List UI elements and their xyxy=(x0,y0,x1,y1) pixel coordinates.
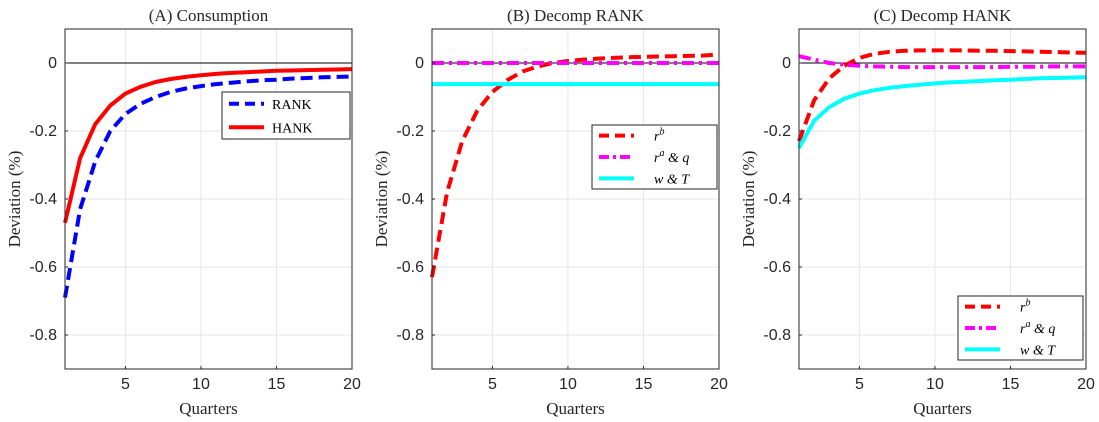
y-tick-label: -0.8 xyxy=(763,327,791,344)
series-line-2 xyxy=(798,54,1086,70)
legend-box xyxy=(221,91,351,140)
y-tick-label: -0.4 xyxy=(396,191,424,208)
y-tick-label: -0.6 xyxy=(396,259,424,276)
x-tick-label: 5 xyxy=(121,376,130,393)
x-axis-label: Quarters xyxy=(913,399,972,418)
y-tick-label: -0.2 xyxy=(763,123,791,140)
y-tick-label: 0 xyxy=(48,55,57,72)
x-tick-label: 15 xyxy=(635,376,653,393)
x-axis-label: Quarters xyxy=(179,399,238,418)
x-tick-label: 15 xyxy=(268,376,286,393)
legend-label: ra & q xyxy=(654,148,689,166)
panel-2: 5 10 15 20 0 -0.2 -0.4 -0.6 -0.8 (B) Decomp RANK Q… xyxy=(372,6,728,418)
panel-1: 5 10 15 20 0 -0.2 -0.4 -0.6 -0.8 (A) Consumption Q… xyxy=(5,6,361,418)
x-tick-label: 10 xyxy=(926,376,944,393)
legend-box xyxy=(957,295,1084,361)
legend: rb ra & q w & T xyxy=(957,295,1084,361)
x-tick-label: 5 xyxy=(488,376,497,393)
legend-label: HANK xyxy=(272,121,312,136)
series-line-3 xyxy=(797,75,1087,149)
panel-3: 5 10 15 20 0 -0.2 -0.4 -0.6 -0.8 (C) Decomp HANK Q… xyxy=(739,6,1095,418)
legend-label: RANK xyxy=(272,98,312,113)
y-tick-label: -0.6 xyxy=(29,259,57,276)
series-line-1 xyxy=(430,52,720,278)
y-tick-label: 0 xyxy=(782,55,791,72)
legend: RANK HANK xyxy=(221,91,351,140)
series-line-1 xyxy=(63,74,353,298)
chart-title: (A) Consumption xyxy=(149,6,269,25)
x-tick-label: 20 xyxy=(343,376,361,393)
legend-label: rb xyxy=(654,127,664,145)
y-axis-label: Deviation (%) xyxy=(5,151,24,248)
series-line-1 xyxy=(797,48,1087,142)
legend-label: w & T xyxy=(1020,343,1056,358)
chart-title: (B) Decomp RANK xyxy=(507,6,645,25)
y-axis-label: Deviation (%) xyxy=(739,151,758,248)
legend-label: w & T xyxy=(654,172,690,187)
y-tick-label: -0.4 xyxy=(29,191,57,208)
legend-label: rb xyxy=(1020,298,1030,316)
series-line-2 xyxy=(63,67,353,224)
y-tick-label: -0.8 xyxy=(396,327,424,344)
y-axis-label: Deviation (%) xyxy=(372,151,391,248)
y-tick-label: -0.8 xyxy=(29,327,57,344)
x-tick-label: 20 xyxy=(710,376,728,393)
x-tick-label: 5 xyxy=(855,376,864,393)
x-tick-label: 10 xyxy=(192,376,210,393)
y-tick-label: -0.6 xyxy=(763,259,791,276)
x-tick-label: 20 xyxy=(1077,376,1095,393)
y-tick-label: -0.2 xyxy=(396,123,424,140)
y-tick-label: -0.4 xyxy=(763,191,791,208)
x-tick-label: 15 xyxy=(1002,376,1020,393)
chart-title: (C) Decomp HANK xyxy=(874,6,1013,25)
y-tick-label: 0 xyxy=(415,55,424,72)
x-tick-label: 10 xyxy=(559,376,577,393)
legend-label: ra & q xyxy=(1020,319,1055,337)
x-axis-label: Quarters xyxy=(546,399,605,418)
legend: rb ra & q w & T xyxy=(591,124,718,190)
y-tick-label: -0.2 xyxy=(29,123,57,140)
